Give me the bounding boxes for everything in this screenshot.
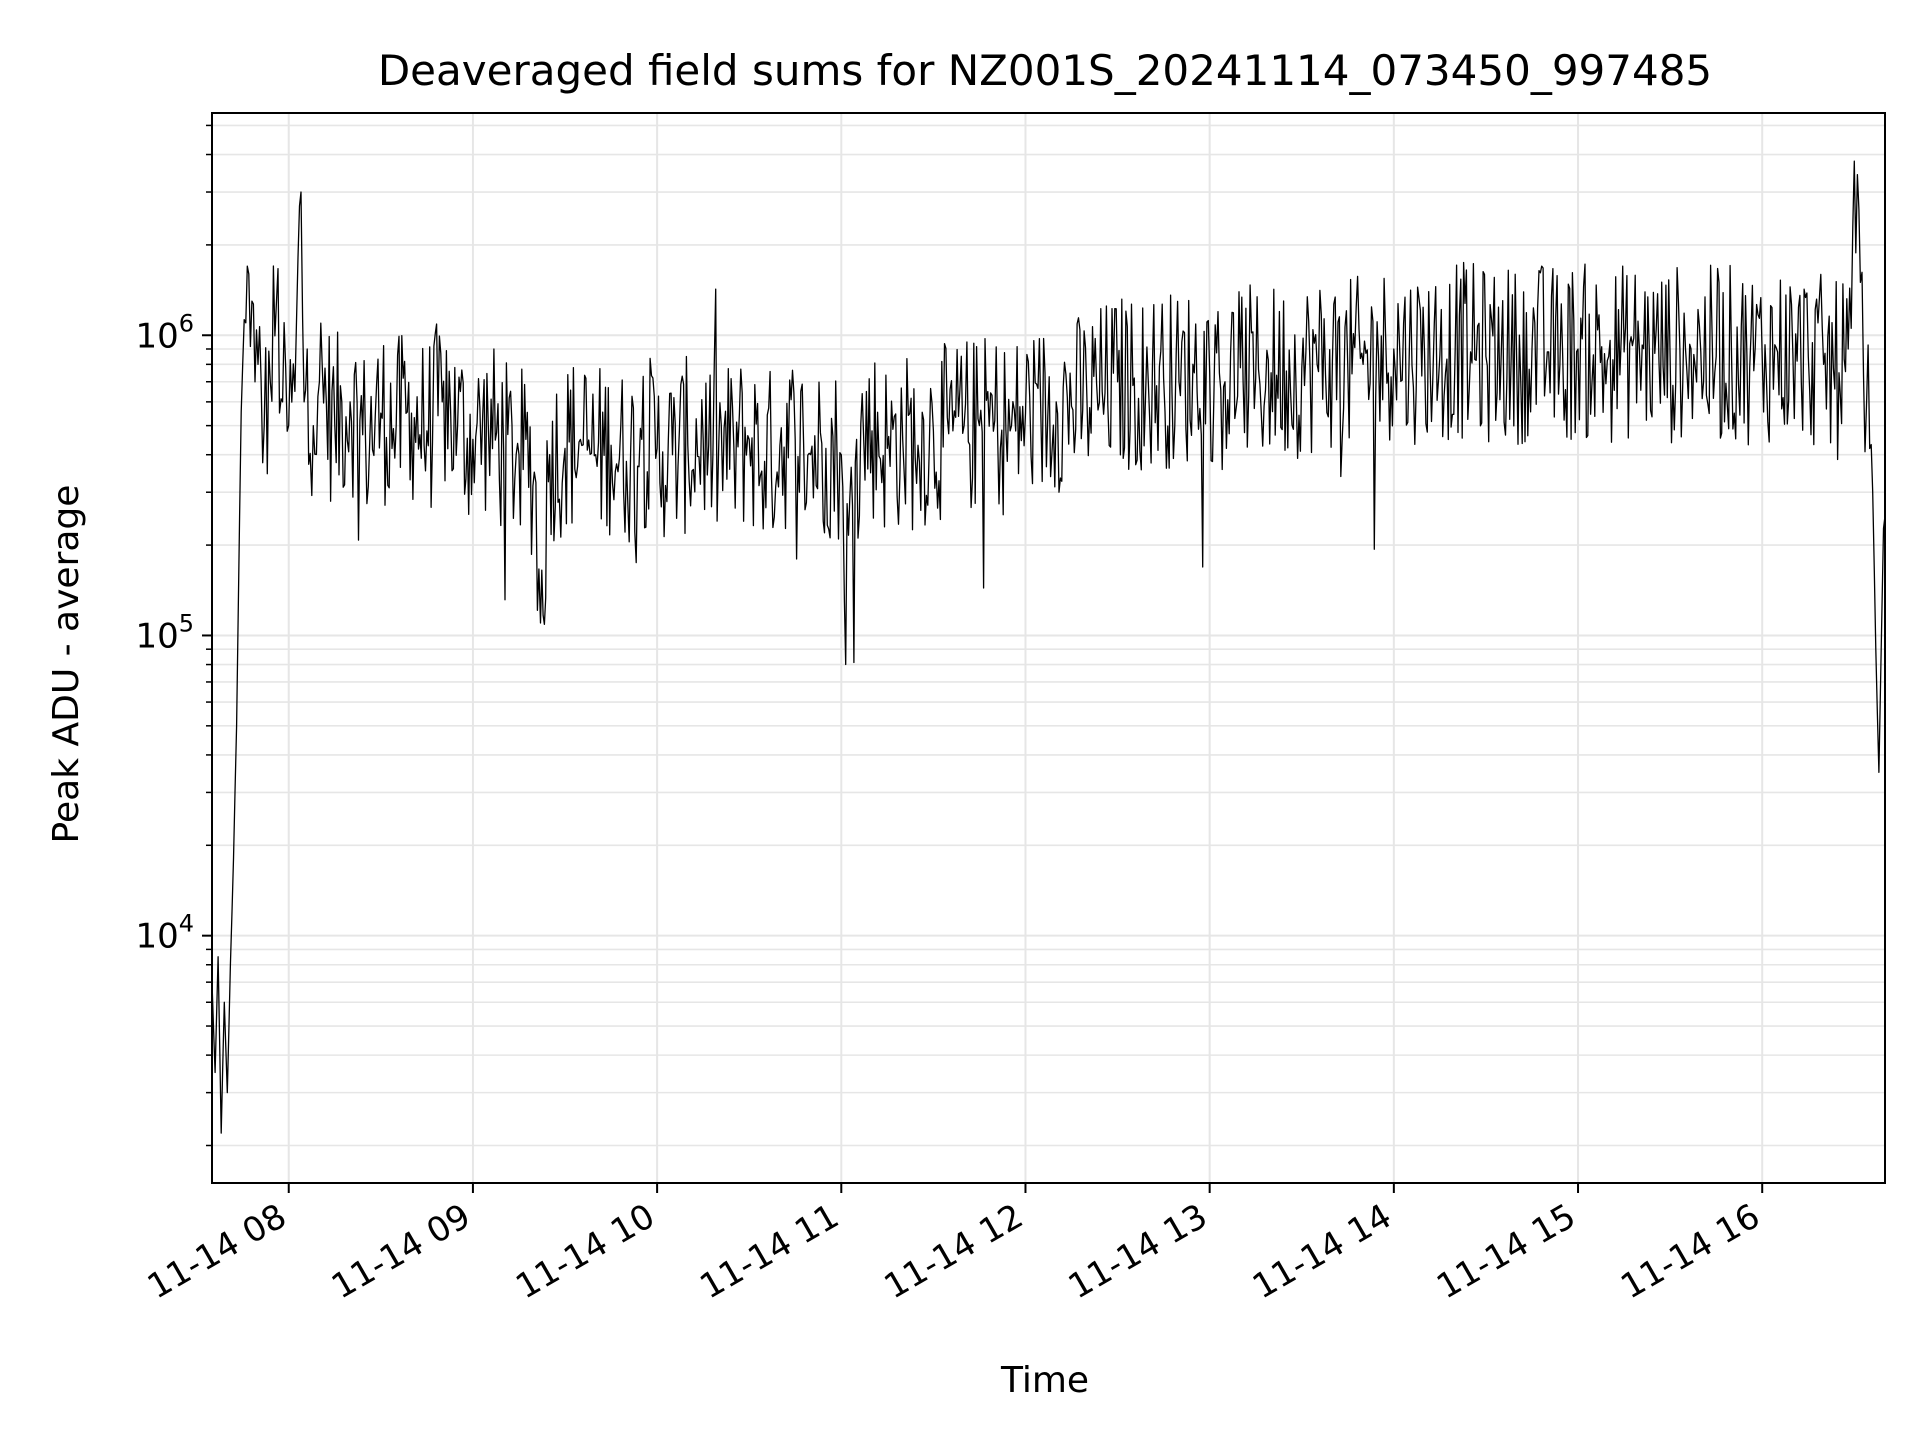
y-tick-label: 104	[135, 910, 194, 957]
y-tick-label: 105	[135, 609, 194, 656]
series-line	[211, 160, 1886, 1134]
y-axis-label: Peak ADU - average	[46, 485, 87, 844]
x-axis-label: Time	[1000, 1360, 1089, 1401]
y-tick-label: 106	[135, 309, 194, 356]
grid-lines	[212, 113, 1885, 1183]
plot-frame	[211, 112, 1886, 1184]
chart-title: Deaveraged field sums for NZ001S_2024111…	[378, 46, 1712, 95]
series-layer	[211, 160, 1886, 1134]
